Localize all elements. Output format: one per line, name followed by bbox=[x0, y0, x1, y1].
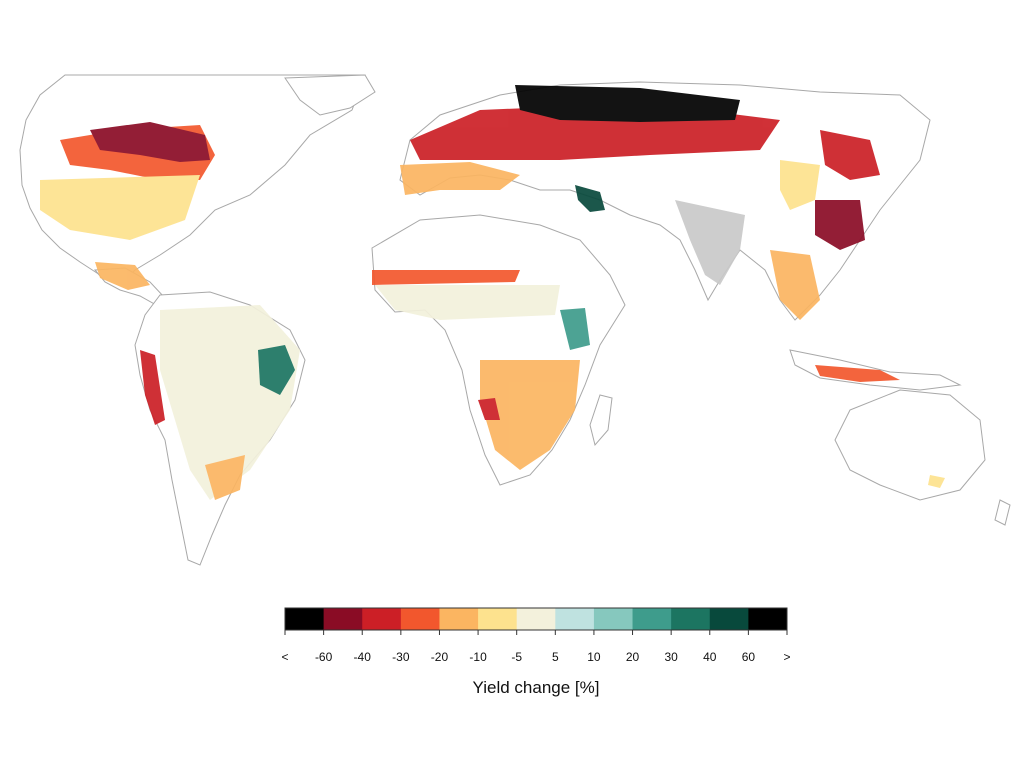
legend-tick-label: 10 bbox=[587, 650, 601, 664]
legend-tick-label: 30 bbox=[664, 650, 678, 664]
legend-color-box bbox=[671, 608, 711, 630]
andes-loss bbox=[140, 350, 165, 425]
legend-color-box bbox=[748, 608, 788, 630]
legend-color-box bbox=[362, 608, 402, 630]
madagascar-outline bbox=[589, 394, 613, 447]
legend-tick-label: > bbox=[783, 650, 790, 664]
legend-tick-label: -60 bbox=[315, 650, 333, 664]
northeast-asia-loss bbox=[820, 130, 880, 180]
legend-color-box bbox=[478, 608, 518, 630]
north-america-severe-loss bbox=[90, 122, 210, 162]
east-africa-gain bbox=[560, 308, 590, 350]
legend-tick-label: 60 bbox=[742, 650, 756, 664]
west-africa-neutral bbox=[375, 285, 560, 320]
china-mild-loss bbox=[780, 160, 820, 210]
russia-extreme-loss bbox=[515, 85, 740, 122]
southern-europe-mild-loss bbox=[400, 162, 520, 195]
brazil-gain bbox=[258, 345, 295, 395]
middle-east-gain bbox=[575, 185, 605, 212]
southern-africa-mild-loss bbox=[480, 360, 580, 470]
sahel-loss-band bbox=[372, 270, 520, 285]
legend-tick-label: -5 bbox=[511, 650, 522, 664]
australia-mild-loss bbox=[928, 475, 945, 488]
legend-color-box bbox=[632, 608, 672, 630]
yield-change-regions bbox=[40, 85, 945, 500]
legend-tick-label: -20 bbox=[431, 650, 449, 664]
legend-tick-label: 5 bbox=[552, 650, 559, 664]
legend-tick-label: -30 bbox=[392, 650, 410, 664]
legend-color-box bbox=[709, 608, 749, 630]
legend-color-box bbox=[439, 608, 479, 630]
world-yield-change-map bbox=[19, 74, 1011, 566]
australia-outline bbox=[834, 389, 986, 501]
legend-color-box bbox=[285, 608, 325, 630]
color-legend: < -60 -40 -30 -20 -10 -5 5 10 20 30 40 60 > Yield cha… bbox=[281, 607, 791, 697]
central-america-mild-loss bbox=[95, 262, 150, 290]
north-america-mild-loss bbox=[40, 175, 200, 240]
legend-color-box bbox=[400, 608, 440, 630]
legend-color-box bbox=[593, 608, 634, 630]
greenland-outline bbox=[284, 74, 376, 116]
legend-tick-label: 40 bbox=[703, 650, 717, 664]
indonesia-loss bbox=[815, 365, 900, 382]
legend-frame bbox=[284, 607, 788, 631]
legend-title: Yield change [%] bbox=[473, 678, 600, 697]
new-zealand-outline bbox=[994, 499, 1011, 526]
legend-color-box bbox=[323, 608, 363, 630]
legend-color-box bbox=[555, 608, 595, 630]
legend-color-boxes bbox=[285, 608, 788, 630]
southwest-africa-loss bbox=[478, 398, 500, 420]
india-no-data bbox=[675, 200, 745, 285]
legend-tick-label: -40 bbox=[354, 650, 372, 664]
china-severe-loss bbox=[815, 200, 865, 250]
legend-tick-label: 20 bbox=[626, 650, 640, 664]
legend-tick-label: < bbox=[281, 650, 288, 664]
legend-tick-labels: < -60 -40 -30 -20 -10 -5 5 10 20 30 40 60 > bbox=[281, 630, 791, 664]
southeast-asia-mild-loss bbox=[770, 250, 820, 320]
legend-tick-label: -10 bbox=[469, 650, 487, 664]
legend-color-box bbox=[516, 608, 556, 630]
south-brazil-mild-loss bbox=[205, 455, 245, 500]
